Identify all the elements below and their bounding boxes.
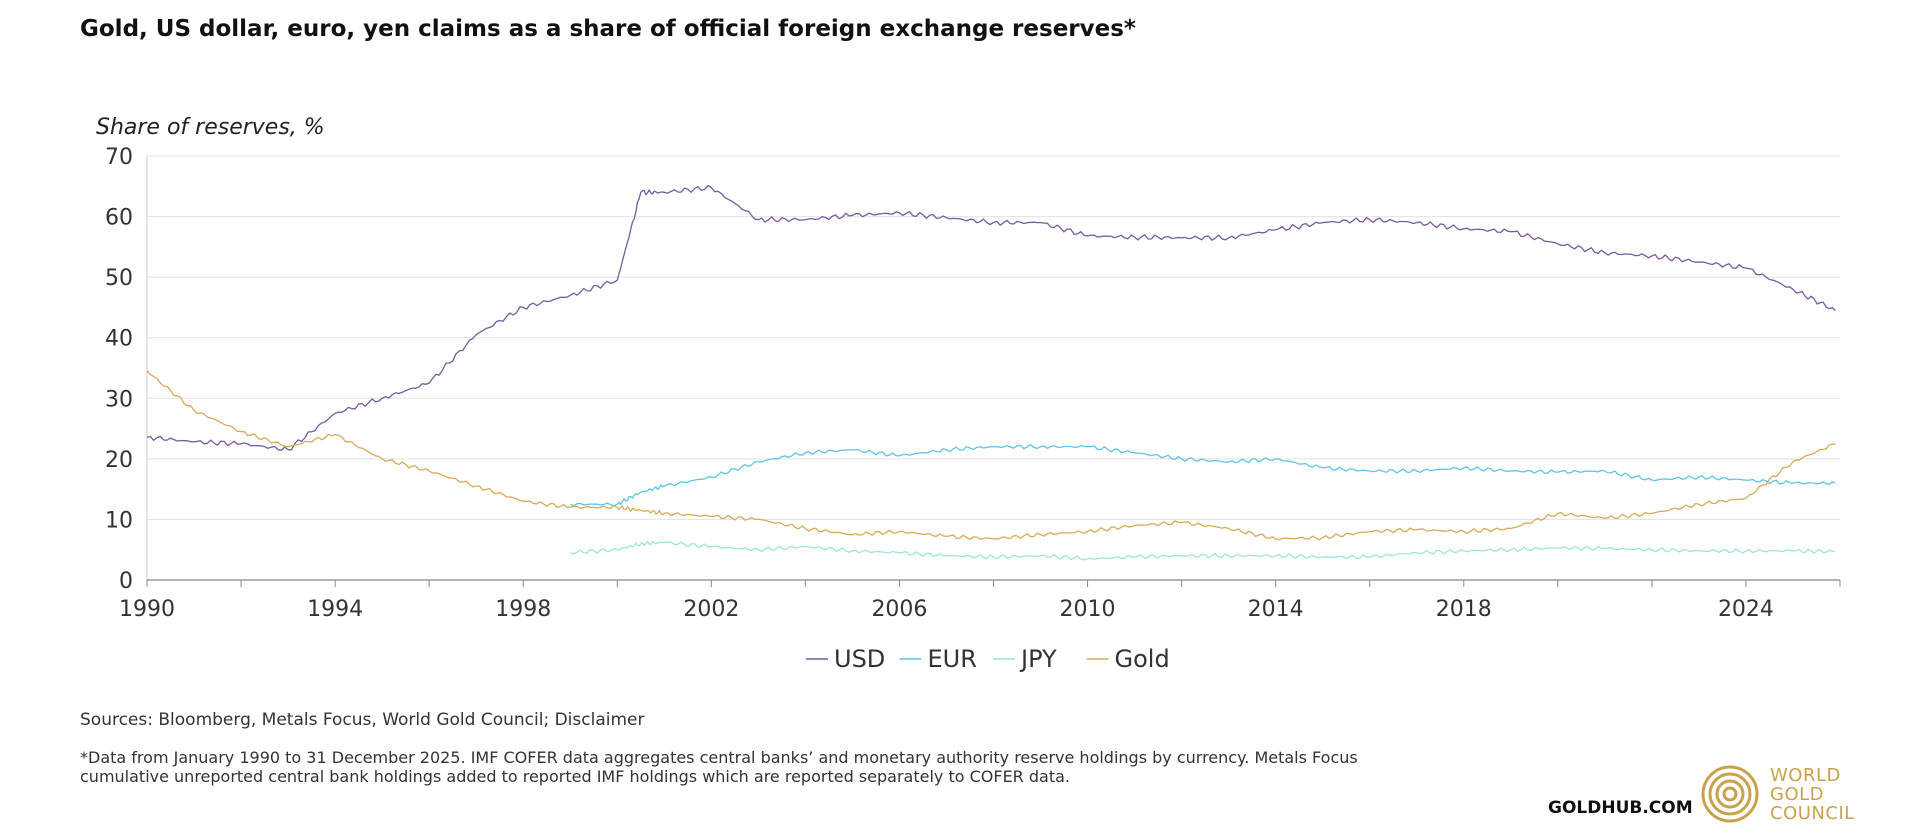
- logo-line-2: GOLD: [1770, 784, 1825, 805]
- world-gold-council-logo-text: WORLD GOLD COUNCIL: [1770, 766, 1855, 823]
- footnote-text: *Data from January 1990 to 31 December 2…: [80, 748, 1358, 786]
- goldhub-link[interactable]: GOLDHUB.COM: [1548, 798, 1693, 818]
- legend-label: EUR: [928, 645, 977, 673]
- y-tick-label: 70: [105, 145, 133, 170]
- series-line-eur: [570, 443, 1836, 507]
- x-tick-label: 2006: [871, 597, 927, 622]
- y-tick-label: 60: [105, 206, 133, 231]
- y-tick-label: 20: [105, 448, 133, 473]
- line-chart: Share of reserves, % 0 10 20 30 40 50 60 70 1990 1…: [96, 115, 1841, 673]
- series-line-jpy: [570, 540, 1836, 561]
- legend-label: Gold: [1115, 645, 1170, 673]
- series-lines: [146, 184, 1836, 561]
- logo-line-3: COUNCIL: [1770, 803, 1855, 824]
- axes: Share of reserves, % 0 10 20 30 40 50 60 70 1990 1…: [96, 115, 1841, 622]
- x-tick-label: 2014: [1248, 597, 1304, 622]
- y-tick-label: 0: [119, 569, 133, 594]
- legend-item-jpy[interactable]: JPY: [993, 645, 1057, 673]
- y-tick-label: 30: [105, 387, 133, 412]
- legend-label: JPY: [1019, 645, 1057, 673]
- sources-text: Sources: Bloomberg, Metals Focus, World …: [80, 710, 645, 730]
- legend: USD EUR JPY Gold: [806, 645, 1170, 673]
- chart-area: Share of reserves, % 0 10 20 30 40 50 60 70 1990 1…: [96, 115, 1841, 673]
- x-tick-label: 2010: [1060, 597, 1116, 622]
- y-tick-label: 40: [105, 327, 133, 352]
- y-axis-label: Share of reserves, %: [96, 115, 325, 140]
- series-line-gold: [146, 370, 1836, 541]
- series-line-usd: [146, 184, 1836, 451]
- world-gold-council-logo-icon: [1701, 765, 1759, 823]
- chart-title: Gold, US dollar, euro, yen claims as a s…: [80, 16, 1136, 42]
- legend-item-eur[interactable]: EUR: [899, 645, 977, 673]
- gridlines: [147, 155, 1840, 520]
- legend-label: USD: [834, 645, 885, 673]
- x-tick-label: 2024: [1718, 597, 1774, 622]
- logo-line-1: WORLD: [1770, 765, 1841, 786]
- y-tick-label: 50: [105, 266, 133, 291]
- x-tick-label: 1998: [495, 597, 551, 622]
- legend-item-gold[interactable]: Gold: [1086, 645, 1170, 673]
- legend-item-usd[interactable]: USD: [806, 645, 885, 673]
- x-tick-label: 2018: [1436, 597, 1492, 622]
- y-tick-label: 10: [105, 508, 133, 533]
- x-tick-label: 2002: [683, 597, 739, 622]
- x-tick-label: 1994: [307, 597, 363, 622]
- x-tick-label: 1990: [119, 597, 175, 622]
